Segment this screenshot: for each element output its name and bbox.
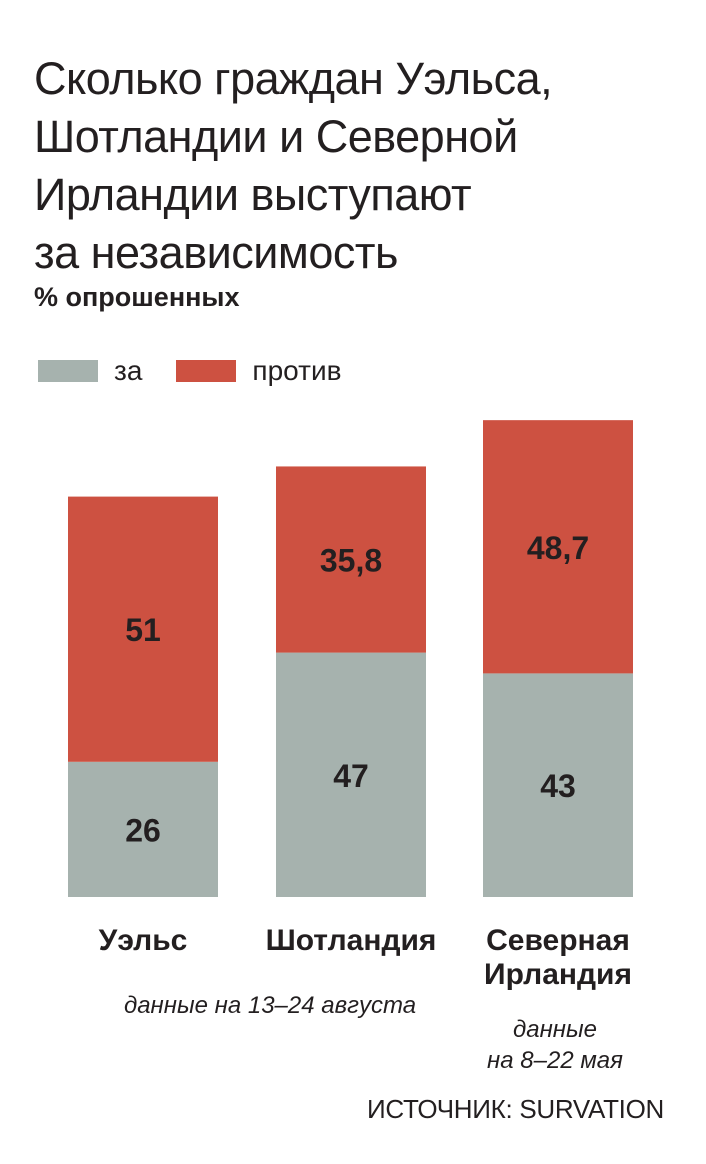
date-note-wales-scotland: данные на 13–24 августа [123,992,417,1019]
legend-item-against: против [176,355,341,387]
chart-subtitle: % опрошенных [34,282,240,312]
value-label-northern-ireland-against: 48,7 [527,530,589,566]
source-note: ИСТОЧНИК: SURVATION [366,1094,664,1124]
bar-scotland-against [276,466,426,653]
date-note-northern-ireland-line-2: на 8–22 мая [487,1047,623,1074]
category-label-scotland: Шотландия [266,924,437,957]
category-label-wales: Уэльс [99,924,188,957]
bar-northern-ireland-for [483,673,633,897]
chart-title-line-2: Шотландии и Северной [34,111,518,162]
chart-title-line-3: Ирландии выступают [34,169,472,220]
chart-title-line-1: Сколько граждан Уэльса, [34,53,553,104]
legend: за против [38,353,375,389]
legend-item-for: за [38,355,142,387]
date-note-northern-ireland: данные на 8–22 мая [460,1014,650,1076]
legend-label-for: за [114,355,143,386]
chart-title-line-4: за независимость [34,227,398,278]
legend-swatch-for [38,360,98,382]
legend-swatch-against [176,360,237,382]
value-label-scotland-for: 47 [333,758,369,794]
value-label-wales-against: 51 [125,612,161,648]
value-label-northern-ireland-for: 43 [540,768,576,804]
legend-label-against: против [252,355,342,386]
date-note-northern-ireland-line-1: данные [512,1016,598,1043]
value-label-scotland-against: 35,8 [320,543,382,579]
bar-scotland-for [276,652,426,897]
value-label-wales-for: 26 [125,812,161,848]
bar-wales-for [68,761,218,897]
category-label-northern-ireland-line-2: Ирландия [484,958,632,991]
category-label-northern-ireland-line-1: Северная [486,924,630,957]
bar-wales-against [68,496,218,762]
chart-title: Сколько граждан Уэльса, Шотландии и Севе… [34,50,694,282]
bar-northern-ireland-against [483,420,633,674]
